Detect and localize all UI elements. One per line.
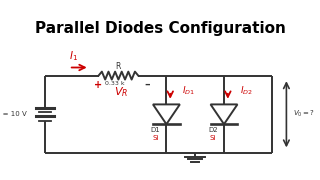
Text: Si: Si [210,135,216,141]
Text: 0.33 k: 0.33 k [105,81,125,86]
Text: D2: D2 [208,127,218,133]
Text: $V_0 = ?$: $V_0 = ?$ [293,109,315,119]
Text: –: – [144,80,150,90]
Text: R: R [116,62,121,71]
Text: D1: D1 [150,127,160,133]
Text: $I_{D2}$: $I_{D2}$ [240,84,253,97]
Text: Si: Si [152,135,158,141]
Text: $I_{D1}$: $I_{D1}$ [182,84,196,97]
Text: $I_1$: $I_1$ [69,49,78,63]
Text: Parallel Diodes Configuration: Parallel Diodes Configuration [35,21,285,36]
Text: E = 10 V: E = 10 V [0,111,27,117]
Text: $V_R$: $V_R$ [115,85,129,99]
Text: +: + [93,80,102,90]
